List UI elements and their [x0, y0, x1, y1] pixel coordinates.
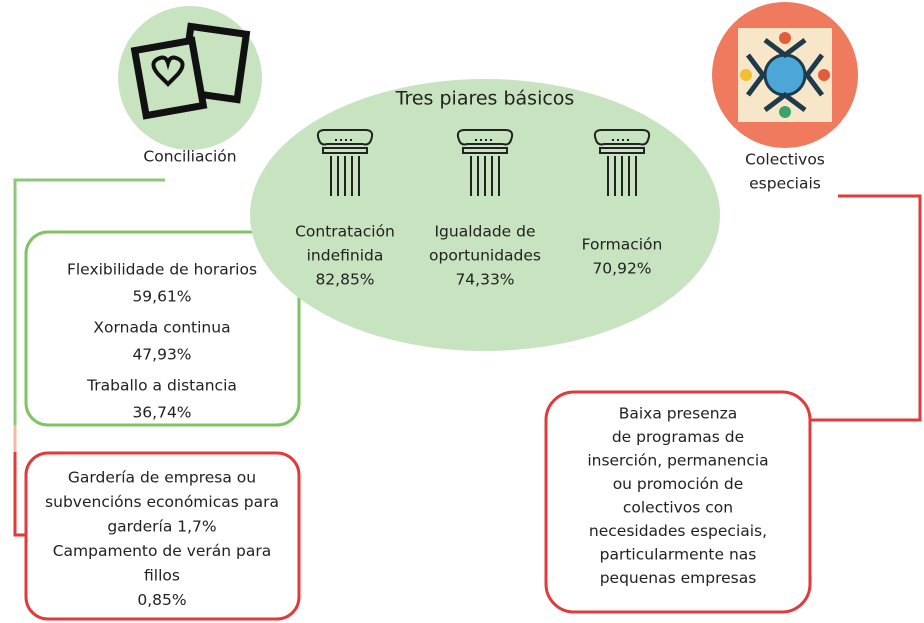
red-box-line: gardería 1,7% [107, 518, 216, 536]
right-box-line: pequenas empresas [600, 569, 757, 587]
red-box [24, 451, 301, 621]
green-box-line: Xornada continua [93, 319, 230, 337]
green-box-line: Flexibilidade de horarios [67, 261, 257, 279]
pillar-icon [593, 129, 651, 196]
connector-green [13, 178, 165, 425]
red-box-line: Gardería de empresa ou [68, 469, 256, 487]
green-box [24, 230, 301, 427]
pillar-label: indefinida [307, 247, 384, 265]
red-box-line: 0,85% [137, 591, 186, 609]
right-box [544, 390, 812, 614]
red-box-line: subvencións económicas para [45, 493, 279, 511]
connector-red [13, 452, 25, 537]
colectivos-label: especiais [749, 175, 821, 193]
right-box-line: colectivos con [623, 499, 733, 517]
colectivos-label: Colectivos [745, 151, 825, 169]
red-box-line: fillos [144, 567, 180, 585]
right-box-line: particularmente nas [600, 546, 757, 564]
pillar-value: 70,92% [592, 260, 651, 278]
pillars-ellipse [250, 79, 720, 351]
right-box-line: ou promoción de [613, 475, 744, 493]
pillar-label: oportunidades [429, 247, 541, 265]
photo-icon [130, 22, 251, 120]
pillar-icon [316, 129, 374, 196]
right-box-line: necesidades especiais, [589, 522, 767, 540]
pillar-label: Formación [582, 236, 663, 254]
pillars-title: Tres piares básicos [395, 88, 575, 110]
people-icon [738, 28, 832, 122]
green-box-line: 59,61% [132, 288, 191, 306]
pillar-label: Igualdade de [434, 223, 535, 241]
pillar-label: Contratación [295, 223, 395, 241]
right-box-line: de programas de [612, 428, 744, 446]
connector-right [810, 194, 922, 422]
right-box-line: Baixa presenza [619, 405, 738, 423]
green-box-line: 36,74% [132, 404, 191, 422]
pillar-icon [456, 129, 514, 196]
green-box-line: Traballo a distancia [86, 377, 237, 395]
right-box-line: inserción, permanencia [587, 452, 768, 470]
conciliacion-label: Conciliación [143, 148, 236, 166]
red-box-line: Campamento de verán para [53, 542, 272, 560]
pillar-value: 74,33% [455, 271, 514, 289]
green-box-line: 47,93% [132, 346, 191, 364]
pillar-value: 82,85% [315, 271, 374, 289]
